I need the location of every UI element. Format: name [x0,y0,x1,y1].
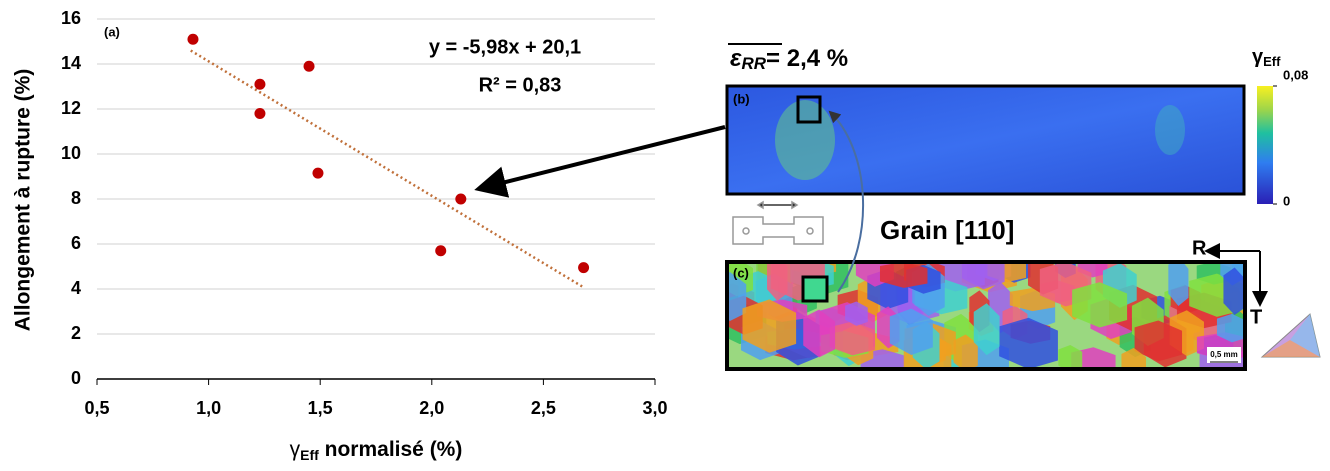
grain [999,317,1058,367]
colorbar-symbol: γ [1252,46,1264,68]
y-tick-label: 16 [61,8,81,28]
grain [729,272,747,322]
x-label-text: normalisé (%) [319,438,463,461]
x-tick-label: 2,5 [531,398,556,418]
y-tick-label: 2 [71,323,81,343]
scale-label: 0,5 mm [1210,350,1238,359]
grain [1223,267,1243,316]
y-tick-label: 14 [61,53,81,73]
point [312,167,324,179]
grain [845,301,868,326]
grain-box [796,95,822,124]
axis-t: T [1250,306,1262,328]
y-tick-label: 6 [71,233,81,253]
grain [829,321,876,356]
x-label-symbol: γ [290,438,301,461]
grain [889,308,933,355]
strain-label: εRR= 2,4 % [730,45,848,73]
point [455,193,467,205]
panel-label: (b) [733,91,750,106]
y-tick-label: 0 [71,368,81,388]
point [578,262,590,274]
orientation-map-border [725,260,1247,371]
grain [879,264,928,288]
strain-hotspot [1155,105,1185,155]
point [187,33,199,45]
ipf-shade [1290,314,1320,357]
axis-r: R [1192,237,1207,259]
trend-equation: y = -5,98x + 20,1 [429,36,581,58]
point [435,245,447,257]
scale-bg [1207,347,1241,363]
y-tick-label: 12 [61,98,81,118]
x-label-sub: Eff [300,447,319,463]
strain-sub: RR [741,54,766,73]
panel-label: (c) [733,265,749,280]
grain [1168,264,1189,306]
grain-box [801,275,829,303]
grain [1134,320,1183,362]
x-tick-label: 2,0 [419,398,444,418]
panel-label: (a) [104,24,120,39]
y-tick-label: 10 [61,143,81,163]
y-tick-label: 4 [71,278,81,298]
colorbar [1257,86,1273,204]
strain-hotspot [775,100,835,180]
strain-symbol: ε [730,45,742,72]
grain-label: Grain [110] [880,215,1014,245]
grain [973,303,1000,356]
y-tick-label: 8 [71,188,81,208]
point [254,78,266,90]
specimen-icon [732,200,824,245]
trendline [190,49,585,289]
grain [742,299,797,353]
x-tick-label: 3,0 [642,398,667,418]
x-tick-label: 1,5 [308,398,333,418]
colorbar-max: 0,08 [1283,67,1308,82]
colorbar-title: γEff [1252,46,1281,69]
grain [1121,347,1147,367]
point [254,108,266,119]
y-axis-label: Allongement à rupture (%) [12,69,35,332]
link-arrow [828,110,865,293]
grain [1058,344,1083,367]
x-tick-label: 1,0 [196,398,221,418]
grain [803,309,836,358]
ipf-shade [1262,340,1320,357]
strain-text: = 2,4 % [766,45,848,72]
x-tick-label: 0,5 [84,398,109,418]
colorbar-min: 0 [1283,193,1290,208]
trend-r2: R² = 0,83 [479,74,562,96]
grain [962,264,1005,290]
point [303,60,315,72]
grain [1071,347,1116,367]
grain [1216,313,1243,343]
colorbar-sub: Eff [1263,54,1281,69]
grain [953,334,978,367]
grain [1072,282,1128,328]
pointer-arrow [474,125,726,198]
x-axis-label: γEff normalisé (%) [290,438,463,463]
